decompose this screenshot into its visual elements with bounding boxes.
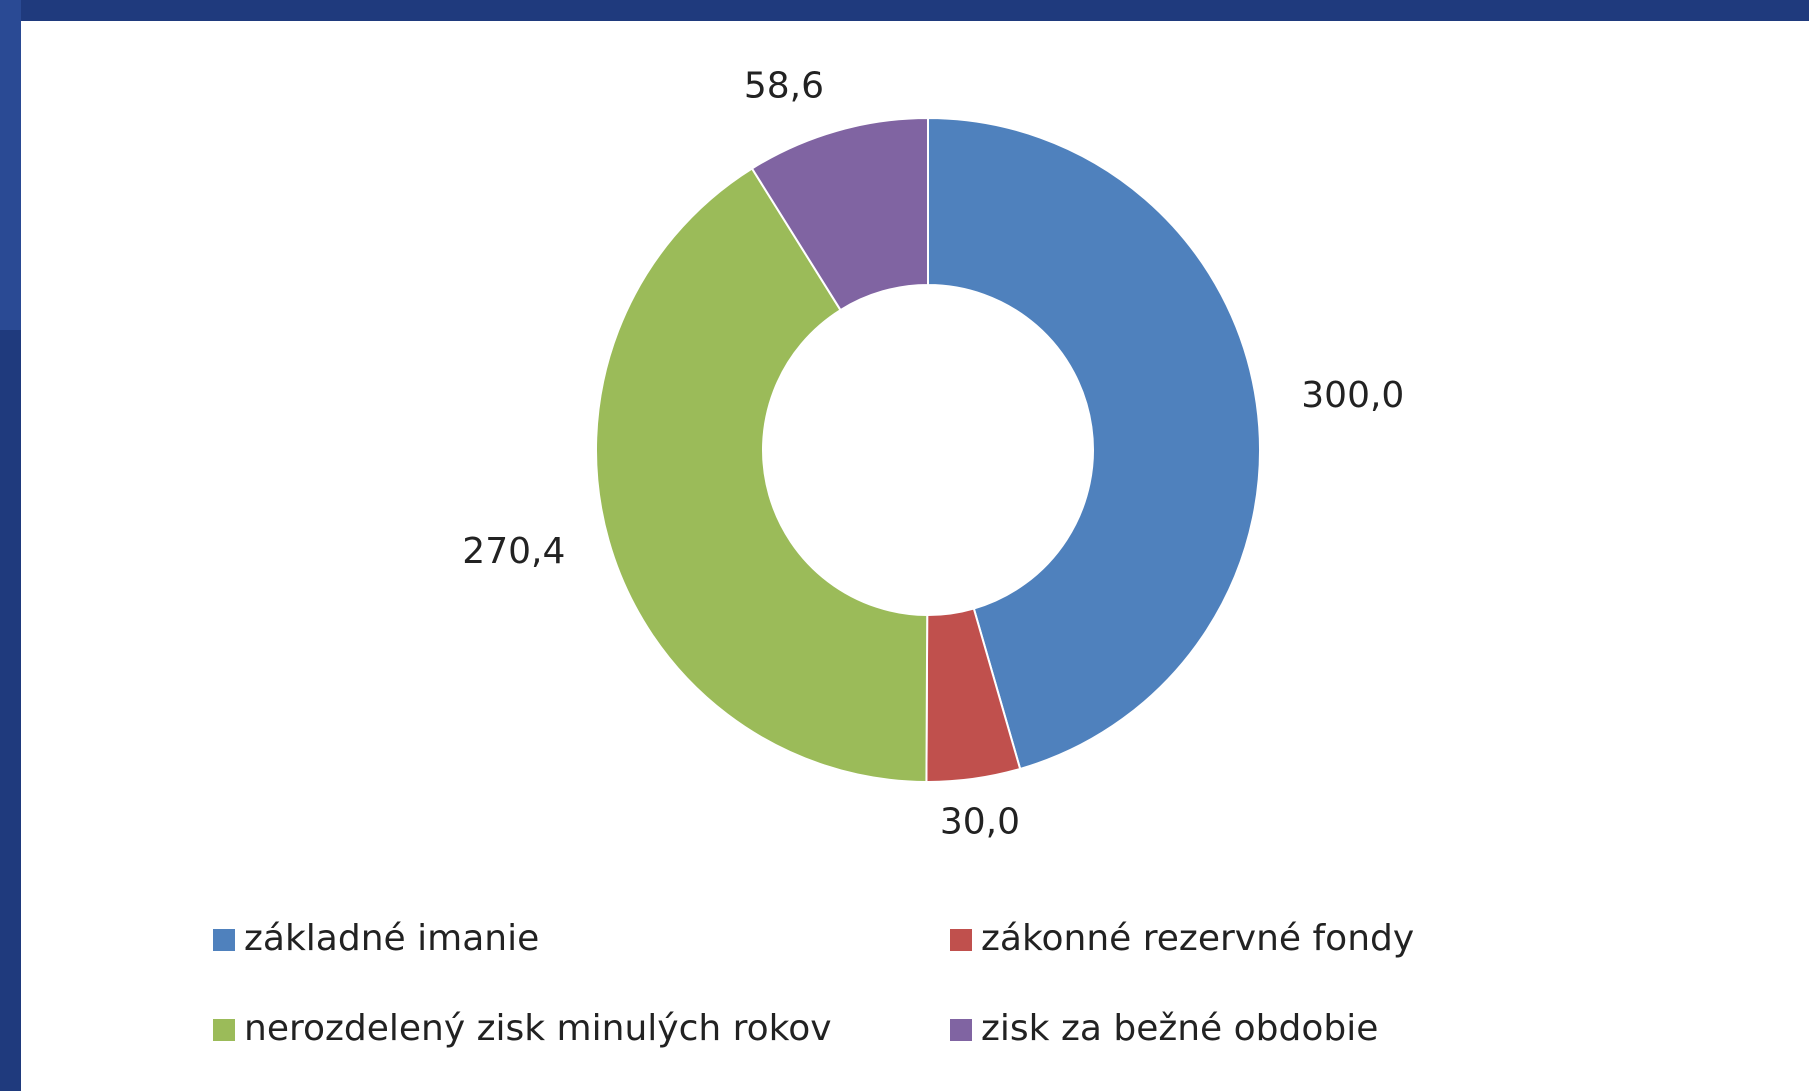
legend-swatch [950,1019,972,1041]
data-label: 30,0 [940,801,1020,842]
legend-swatch [213,1019,235,1041]
data-label: 58,6 [744,66,824,107]
frame-accent [0,0,21,330]
legend-label: zákonné rezervné fondy [981,918,1414,959]
data-label: 300,0 [1301,375,1404,416]
legend-label: základné imanie [244,918,539,959]
data-label: 270,4 [462,531,565,572]
donut-slice [750,116,929,312]
legend-label: zisk za bežné obdobie [981,1008,1378,1049]
legend-swatch [213,929,235,951]
legend-label: nerozdelený zisk minulých rokov [244,1008,832,1049]
donut-slice [595,167,929,784]
donut-slice [927,116,1261,771]
legend-swatch [950,929,972,951]
